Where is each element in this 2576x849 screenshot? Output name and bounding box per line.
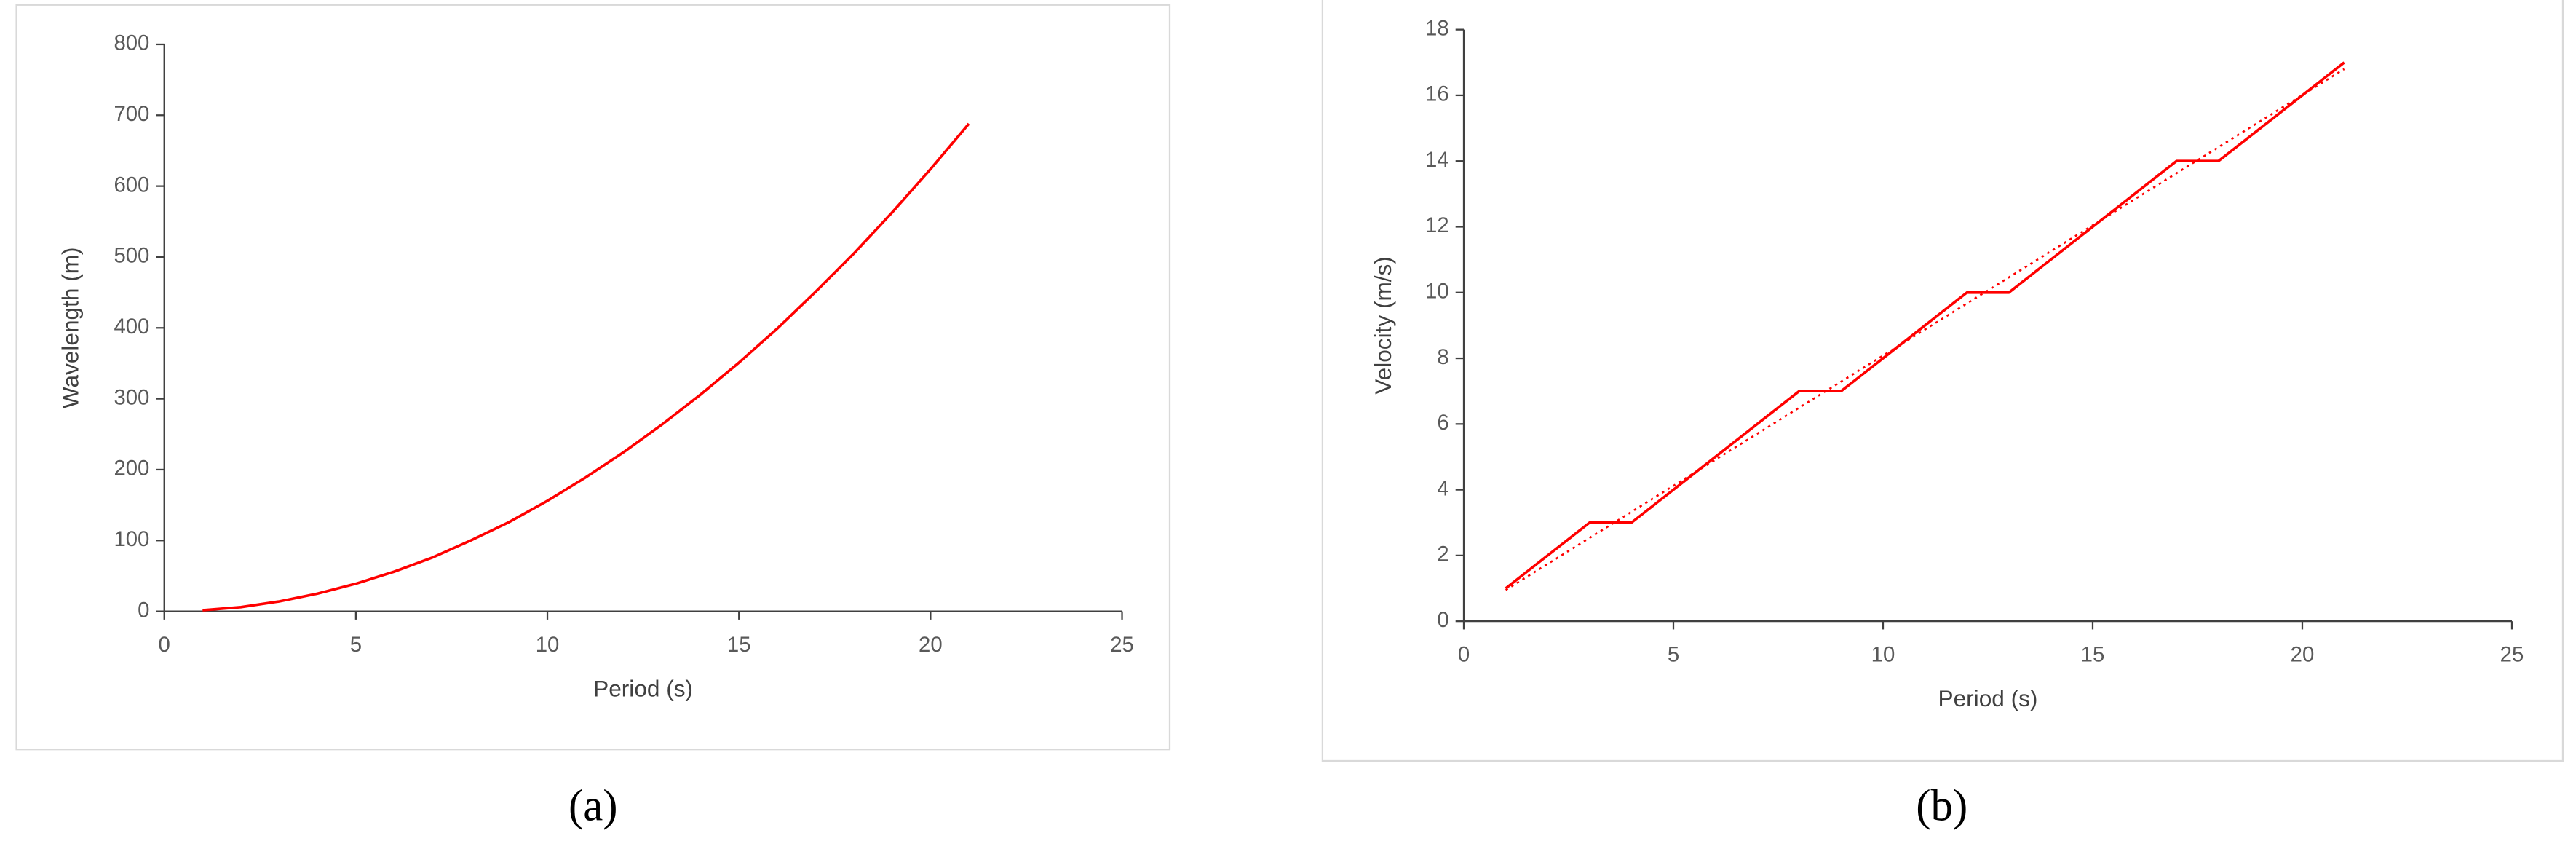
trendline (1505, 68, 2345, 591)
y-axis-title: Wavelength (m) (58, 247, 84, 408)
y-tick-label: 18 (1425, 16, 1449, 40)
y-tick-label: 100 (114, 527, 149, 551)
x-tick-label: 15 (727, 633, 751, 657)
x-tick-label: 20 (2291, 642, 2315, 666)
y-tick-label: 800 (114, 31, 149, 55)
chart-frame (1321, 0, 2564, 762)
y-tick-label: 2 (1437, 542, 1448, 566)
y-tick-label: 10 (1425, 280, 1449, 304)
y-tick-label: 400 (114, 315, 149, 339)
data-line (1505, 61, 2345, 590)
y-axis-title: Velocity (m/s) (1370, 256, 1396, 395)
x-tick-label: 25 (2500, 642, 2524, 666)
x-tick-label: 5 (1668, 642, 1679, 666)
caption: (b) (1916, 782, 1967, 831)
x-tick-label: 10 (536, 633, 560, 657)
y-tick-label: 500 (114, 244, 149, 268)
y-tick-label: 12 (1425, 213, 1449, 237)
x-tick-label: 25 (1110, 633, 1134, 657)
y-tick-label: 600 (114, 173, 149, 197)
caption: (a) (568, 782, 618, 831)
y-tick-label: 700 (114, 102, 149, 126)
y-tick-label: 4 (1437, 476, 1448, 500)
x-tick-label: 10 (1871, 642, 1895, 666)
y-tick-label: 200 (114, 457, 149, 481)
y-tick-label: 8 (1437, 345, 1448, 369)
x-axis-title: Period (s) (593, 675, 693, 701)
x-axis-title: Period (s) (1938, 685, 2038, 711)
x-tick-label: 0 (1458, 642, 1470, 666)
y-tick-label: 300 (114, 385, 149, 409)
data-line (202, 122, 970, 612)
x-tick-label: 20 (919, 633, 943, 657)
x-tick-label: 15 (2081, 642, 2105, 666)
x-tick-label: 0 (159, 633, 170, 657)
y-tick-label: 0 (138, 598, 149, 622)
x-tick-label: 5 (350, 633, 362, 657)
y-tick-label: 0 (1437, 608, 1448, 632)
y-tick-label: 16 (1425, 82, 1449, 106)
chart-frame (15, 4, 1171, 751)
y-tick-label: 14 (1425, 148, 1449, 172)
y-tick-label: 6 (1437, 411, 1448, 435)
